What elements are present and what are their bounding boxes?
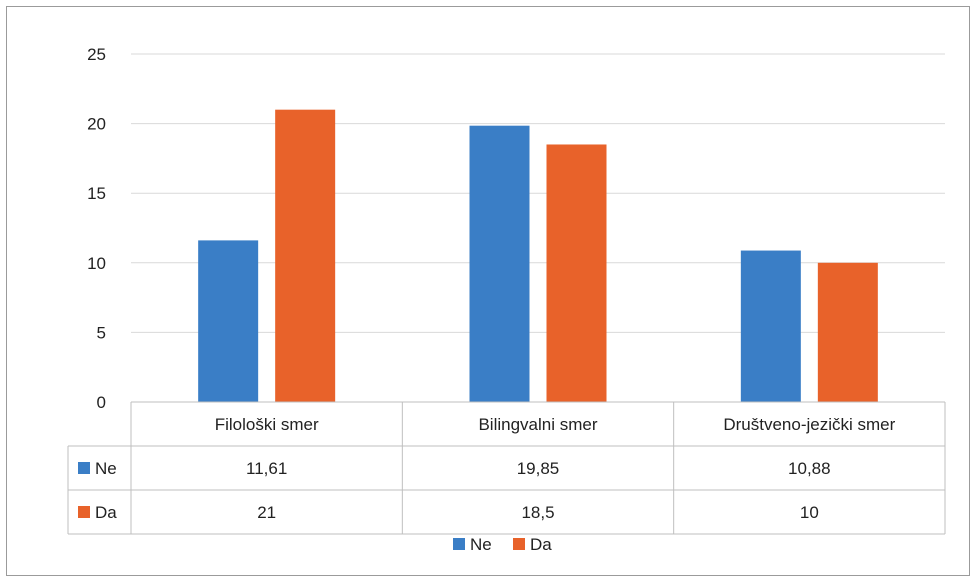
table-cell-value: 11,61 [246, 459, 287, 478]
table-cell-value: 10 [800, 503, 819, 522]
legend-key-ne [453, 538, 465, 550]
bar-da [275, 109, 336, 403]
table-series-name: Ne [95, 459, 117, 478]
y-tick-label: 25 [87, 45, 106, 64]
bar-da [546, 144, 607, 403]
bar-da [817, 262, 878, 402]
table-cell-value: 18,5 [521, 503, 554, 522]
category-label: Bilingvalni smer [478, 415, 597, 434]
y-tick-label: 15 [87, 184, 106, 203]
table-cell-value: 10,88 [788, 459, 831, 478]
legend-key-da [513, 538, 525, 550]
legend-label: Da [530, 535, 552, 554]
y-tick-label: 10 [87, 254, 106, 273]
y-tick-label: 0 [97, 393, 106, 412]
y-tick-label: 20 [87, 115, 106, 134]
category-label: Društveno-jezički smer [723, 415, 895, 434]
bar-ne [740, 250, 801, 402]
category-label: Filološki smer [215, 415, 319, 434]
bar-ne [198, 240, 259, 402]
table-legend-key [78, 506, 90, 518]
y-tick-label: 5 [97, 323, 106, 342]
table-cell-value: 21 [257, 503, 276, 522]
legend-label: Ne [470, 535, 492, 554]
table-legend-key [78, 462, 90, 474]
table-cell-value: 19,85 [517, 459, 560, 478]
bar-ne [469, 125, 530, 403]
table-series-name: Da [95, 503, 117, 522]
